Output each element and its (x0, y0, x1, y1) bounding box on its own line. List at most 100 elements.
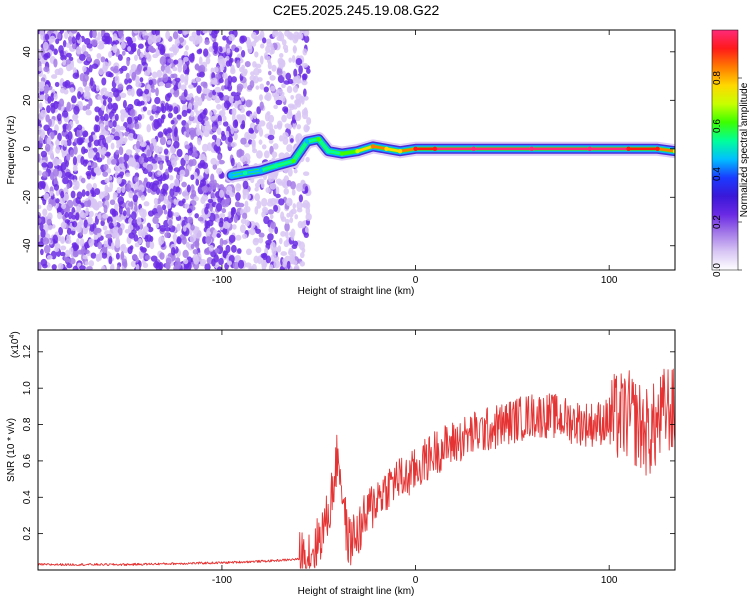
noise-speck (140, 247, 147, 253)
ridge-point (304, 139, 310, 144)
noise-speck (222, 121, 229, 127)
noise-speck (53, 183, 60, 191)
noise-speck (264, 247, 269, 255)
noise-speck (269, 49, 274, 55)
ridge-point (471, 146, 476, 151)
noise-speck (120, 41, 126, 50)
noise-speck (101, 251, 108, 259)
noise-speck (181, 109, 188, 117)
noise-speck (87, 165, 92, 171)
noise-speck (72, 72, 80, 79)
noise-speck (112, 44, 118, 54)
noise-speck (181, 236, 187, 245)
ridge-point (326, 149, 331, 154)
ridge-point (626, 146, 631, 151)
noise-speck (292, 85, 299, 93)
noise-speck (293, 68, 298, 78)
noise-speck (115, 149, 120, 155)
noise-speck (265, 255, 272, 264)
noise-speck (230, 91, 237, 97)
noise-speck (233, 94, 241, 101)
noise-speck (69, 87, 75, 93)
ridge-point (316, 136, 321, 142)
noise-speck (248, 139, 253, 145)
noise-speck (258, 232, 265, 238)
noise-speck (268, 139, 274, 144)
noise-speck (39, 94, 45, 101)
ridge-point (655, 146, 660, 151)
noise-speck (241, 233, 248, 239)
noise-speck (257, 178, 265, 185)
noise-speck (298, 194, 303, 203)
noise-speck (193, 196, 199, 202)
noise-speck (114, 113, 119, 122)
noise-speck (261, 197, 268, 207)
noise-speck (280, 231, 287, 237)
noise-speck (210, 157, 218, 166)
noise-speck (183, 56, 189, 62)
noise-speck (81, 245, 86, 255)
noise-speck (304, 226, 309, 233)
noise-speck (283, 107, 289, 115)
noise-speck (52, 168, 59, 177)
noise-speck (219, 217, 224, 224)
noise-speck (306, 68, 311, 75)
colorbar-tick-label: 0.2 (712, 215, 723, 229)
noise-speck (219, 65, 225, 71)
noise-speck (162, 73, 169, 83)
noise-speck (76, 124, 83, 131)
noise-speck (128, 224, 134, 233)
noise-speck (216, 233, 221, 238)
noise-speck (109, 227, 116, 235)
noise-speck (158, 81, 165, 87)
noise-speck (208, 244, 214, 252)
noise-speck (109, 121, 114, 128)
noise-speck (54, 247, 60, 253)
noise-speck (95, 253, 101, 262)
noise-speck (62, 176, 69, 185)
noise-speck (163, 209, 168, 215)
ridge-segment (327, 149, 344, 155)
noise-speck (255, 85, 260, 90)
noise-speck (46, 218, 52, 226)
noise-speck (43, 66, 50, 73)
noise-speck (54, 68, 61, 76)
noise-speck (68, 247, 74, 255)
noise-speck (277, 74, 285, 84)
noise-speck (263, 52, 268, 60)
noise-speck (267, 233, 274, 241)
ridge-point (397, 149, 403, 154)
noise-speck (128, 157, 135, 166)
noise-speck (61, 203, 67, 210)
noise-speck (228, 95, 234, 104)
noise-speck (287, 249, 294, 256)
noise-speck (239, 105, 244, 110)
noise-speck (142, 106, 148, 112)
noise-speck (152, 138, 157, 148)
noise-speck (182, 189, 189, 198)
noise-speck (119, 125, 126, 131)
noise-speck (167, 58, 174, 64)
noise-speck (102, 213, 109, 219)
noise-speck (244, 131, 251, 141)
noise-speck (56, 158, 63, 165)
noise-speck (292, 203, 297, 209)
noise-speck (265, 239, 272, 246)
noise-speck (144, 88, 150, 95)
noise-speck (159, 136, 166, 146)
noise-speck (51, 264, 57, 270)
snr-y-multiplier: (x104) (9, 331, 21, 358)
noise-speck (149, 181, 155, 190)
ridge-segment (656, 147, 675, 153)
noise-speck (88, 64, 93, 73)
noise-speck (248, 266, 253, 270)
noise-speck (219, 213, 226, 218)
noise-speck (300, 95, 305, 105)
noise-speck (218, 257, 224, 266)
noise-speck (123, 152, 130, 162)
noise-speck (83, 60, 91, 66)
ridge-segment (274, 159, 295, 168)
noise-speck (283, 188, 289, 195)
noise-speck (158, 193, 165, 202)
